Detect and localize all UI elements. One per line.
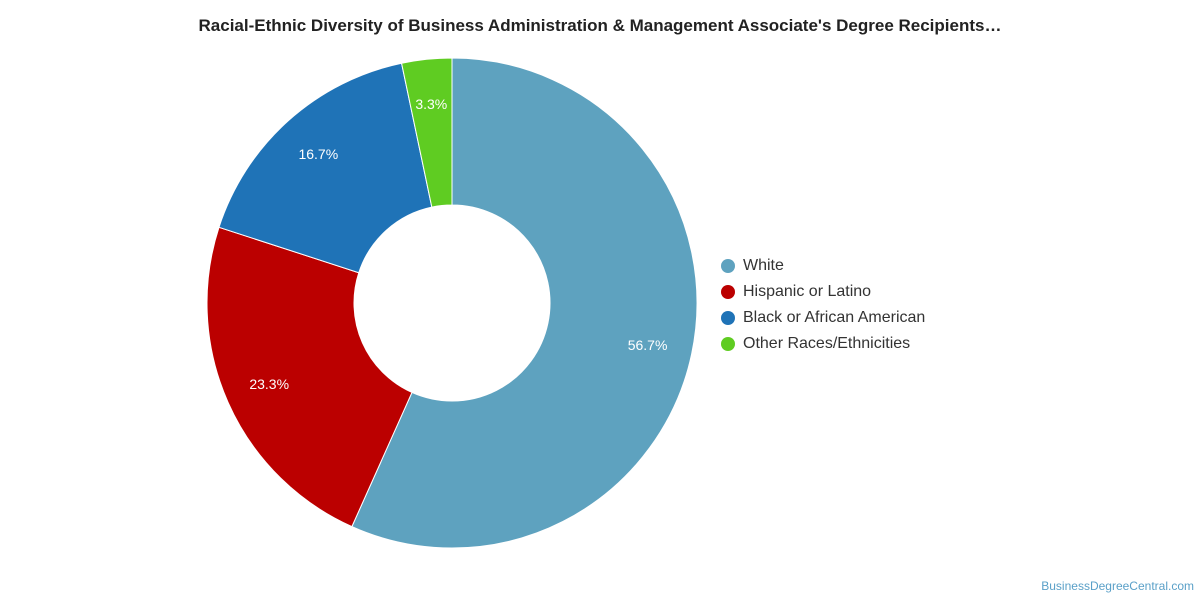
slice-hispanic-or-latino[interactable] bbox=[206, 226, 413, 528]
legend-label: Hispanic or Latino bbox=[743, 283, 872, 300]
legend-label: Other Races/Ethnicities bbox=[743, 335, 911, 352]
chart-title: Racial-Ethnic Diversity of Business Admi… bbox=[198, 16, 1002, 35]
slice-label-black-or-african-american: 16.7% bbox=[298, 146, 338, 162]
slice-label-white: 56.7% bbox=[628, 337, 668, 353]
slice-white[interactable] bbox=[351, 57, 698, 549]
source-credit[interactable]: BusinessDegreeCentral.com bbox=[1041, 579, 1194, 593]
slice-label-other-races-ethnicities: 3.3% bbox=[415, 96, 447, 112]
legend-item-black-or-african-american[interactable]: Black or African American bbox=[721, 305, 925, 331]
legend-label: Black or African American bbox=[743, 309, 926, 326]
legend-swatch bbox=[721, 337, 735, 351]
slice-label-hispanic-or-latino: 23.3% bbox=[249, 376, 289, 392]
slice-black-or-african-american[interactable] bbox=[218, 62, 433, 274]
legend-item-other-races-ethnicities[interactable]: Other Races/Ethnicities bbox=[721, 331, 925, 357]
chart-legend: White Hispanic or Latino Black or African … bbox=[721, 253, 925, 357]
slice-other-races-ethnicities[interactable] bbox=[400, 57, 453, 208]
legend-item-hispanic-or-latino[interactable]: Hispanic or Latino bbox=[721, 279, 925, 305]
legend-swatch bbox=[721, 311, 735, 325]
chart-slice-labels: 56.7% 23.3% 16.7% 3.3% bbox=[249, 96, 667, 392]
legend-swatch bbox=[721, 285, 735, 299]
legend-label: White bbox=[743, 257, 784, 274]
chart-slices bbox=[206, 57, 698, 549]
legend-item-white[interactable]: White bbox=[721, 253, 925, 279]
legend-swatch bbox=[721, 259, 735, 273]
